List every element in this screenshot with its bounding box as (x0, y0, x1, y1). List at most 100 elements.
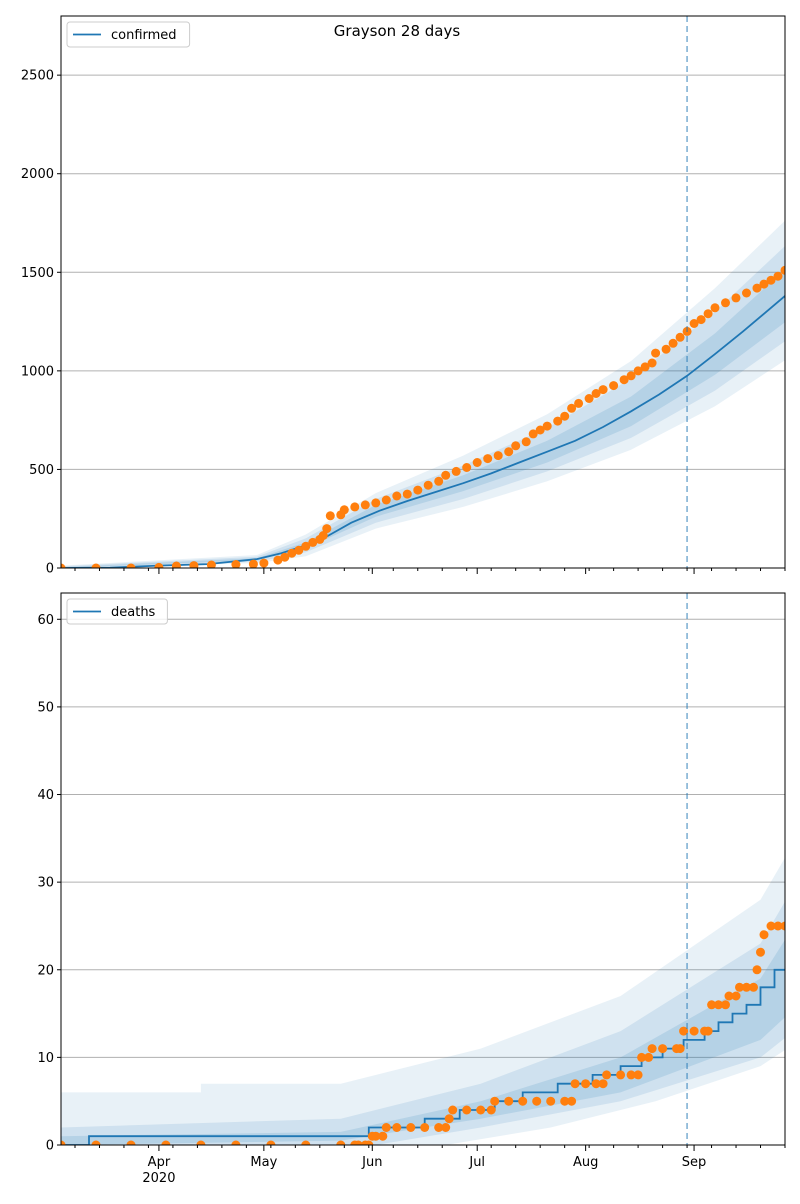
y-tick-label: 10 (37, 1051, 54, 1066)
y-tick-label: 0 (46, 562, 54, 577)
confirmed-observed-point (249, 560, 258, 569)
confirmed-observed-point (795, 258, 800, 267)
legend: confirmed (67, 22, 190, 47)
deaths-observed-point (690, 1027, 699, 1036)
y-tick-label: 20 (37, 963, 54, 978)
deaths-observed-point (791, 904, 800, 913)
deaths-observed-point (676, 1044, 685, 1053)
deaths-observed-point (462, 1106, 471, 1115)
confirmed-observed-point (574, 399, 583, 408)
deaths-observed-point (490, 1097, 499, 1106)
plot-area (57, 602, 800, 1150)
confirmed-observed-point (413, 486, 422, 495)
confirmed-observed-point (361, 500, 370, 509)
confirmed-observed-point (522, 437, 531, 446)
deaths-observed-point (732, 992, 741, 1001)
legend: deaths (67, 599, 167, 624)
confirmed-observed-point (441, 471, 450, 480)
confirmed-observed-point (473, 458, 482, 467)
deaths-observed-point (788, 922, 797, 931)
confirmed-observed-point (424, 481, 433, 490)
deaths-observed-point (532, 1097, 541, 1106)
deaths-observed-point (581, 1079, 590, 1088)
deaths-observed-point (760, 930, 769, 939)
confirmed-observed-point (774, 272, 783, 281)
confirmed-observed-point (697, 315, 706, 324)
confirmed-observed-point (322, 524, 331, 533)
deaths-observed-point (504, 1097, 513, 1106)
deaths-observed-point (378, 1132, 387, 1141)
deaths-observed-point (546, 1097, 555, 1106)
confirmed-observed-point (340, 505, 349, 514)
legend-label: deaths (111, 605, 156, 620)
confirmed-observed-point (452, 467, 461, 476)
deaths-observed-point (616, 1070, 625, 1079)
x-year-label: 2020 (142, 1171, 175, 1186)
y-tick-label: 30 (37, 876, 54, 891)
x-tick-label: May (250, 1155, 277, 1170)
confirmed-observed-point (350, 502, 359, 511)
deaths-observed-point (599, 1079, 608, 1088)
confirmed-observed-point (704, 309, 713, 318)
confirmed-observed-point (382, 496, 391, 505)
x-tick-label: Aug (573, 1155, 598, 1170)
confirmed-observed-point (742, 289, 751, 298)
y-tick-label: 40 (37, 788, 54, 803)
deaths-observed-point (795, 895, 800, 904)
confirmed-panel: 0 500 1000 1500 2000 2500 confirmed (21, 12, 800, 576)
confirmed-observed-point (560, 412, 569, 421)
confirmed-observed-point (434, 477, 443, 486)
deaths-observed-point (392, 1123, 401, 1132)
confirmed-observed-point (599, 385, 608, 394)
y-tick-label: 1500 (21, 266, 54, 281)
confirmed-observed-point (326, 511, 335, 520)
y-tick-label: 2500 (21, 69, 54, 84)
deaths-observed-point (648, 1044, 657, 1053)
deaths-observed-point (441, 1123, 450, 1132)
confirmed-observed-point (371, 498, 380, 507)
deaths-observed-point (567, 1097, 576, 1106)
confirmed-observed-point (494, 451, 503, 460)
deaths-observed-point (704, 1027, 713, 1036)
x-tick-label: Jun (361, 1155, 382, 1170)
confirmed-observed-point (543, 422, 552, 431)
x-tick-label: Apr (148, 1155, 171, 1170)
y-tick-label: 1000 (21, 364, 54, 379)
plot-area (57, 12, 800, 572)
x-tick-label: Sep (682, 1155, 707, 1170)
deaths-observed-point (420, 1123, 429, 1132)
confirmed-observed-point (483, 454, 492, 463)
confirmed-observed-point (788, 262, 797, 271)
y-tick-label: 50 (37, 700, 54, 715)
confirmed-observed-point (732, 293, 741, 302)
deaths-observed-point (476, 1106, 485, 1115)
deaths-observed-point (756, 948, 765, 957)
confirmed-observed-point (609, 381, 618, 390)
confirmed-observed-point (462, 463, 471, 472)
confirmed-observed-point (662, 345, 671, 354)
confirmed-observed-point (721, 298, 730, 307)
confirmed-observed-point (259, 559, 268, 568)
deaths-observed-point (602, 1070, 611, 1079)
deaths-observed-point (571, 1079, 580, 1088)
confirmed-observed-point (651, 349, 660, 358)
deaths-observed-point (721, 1000, 730, 1009)
deaths-observed-point (487, 1106, 496, 1115)
x-tick-label: Jul (468, 1155, 485, 1170)
confirmed-observed-point (676, 333, 685, 342)
y-tick-label: 60 (37, 613, 54, 628)
y-tick-label: 2000 (21, 167, 54, 182)
y-tick-label: 500 (29, 463, 54, 478)
confirmed-observed-point (669, 339, 678, 348)
deaths-observed-point (749, 983, 758, 992)
confirmed-observed-point (511, 441, 520, 450)
deaths-observed-point (644, 1053, 653, 1062)
deaths-observed-point (448, 1106, 457, 1115)
deaths-observed-point (658, 1044, 667, 1053)
confirmed-observed-point (648, 359, 657, 368)
confirmed-observed-point (504, 447, 513, 456)
figure-title: Grayson 28 days (334, 22, 461, 40)
